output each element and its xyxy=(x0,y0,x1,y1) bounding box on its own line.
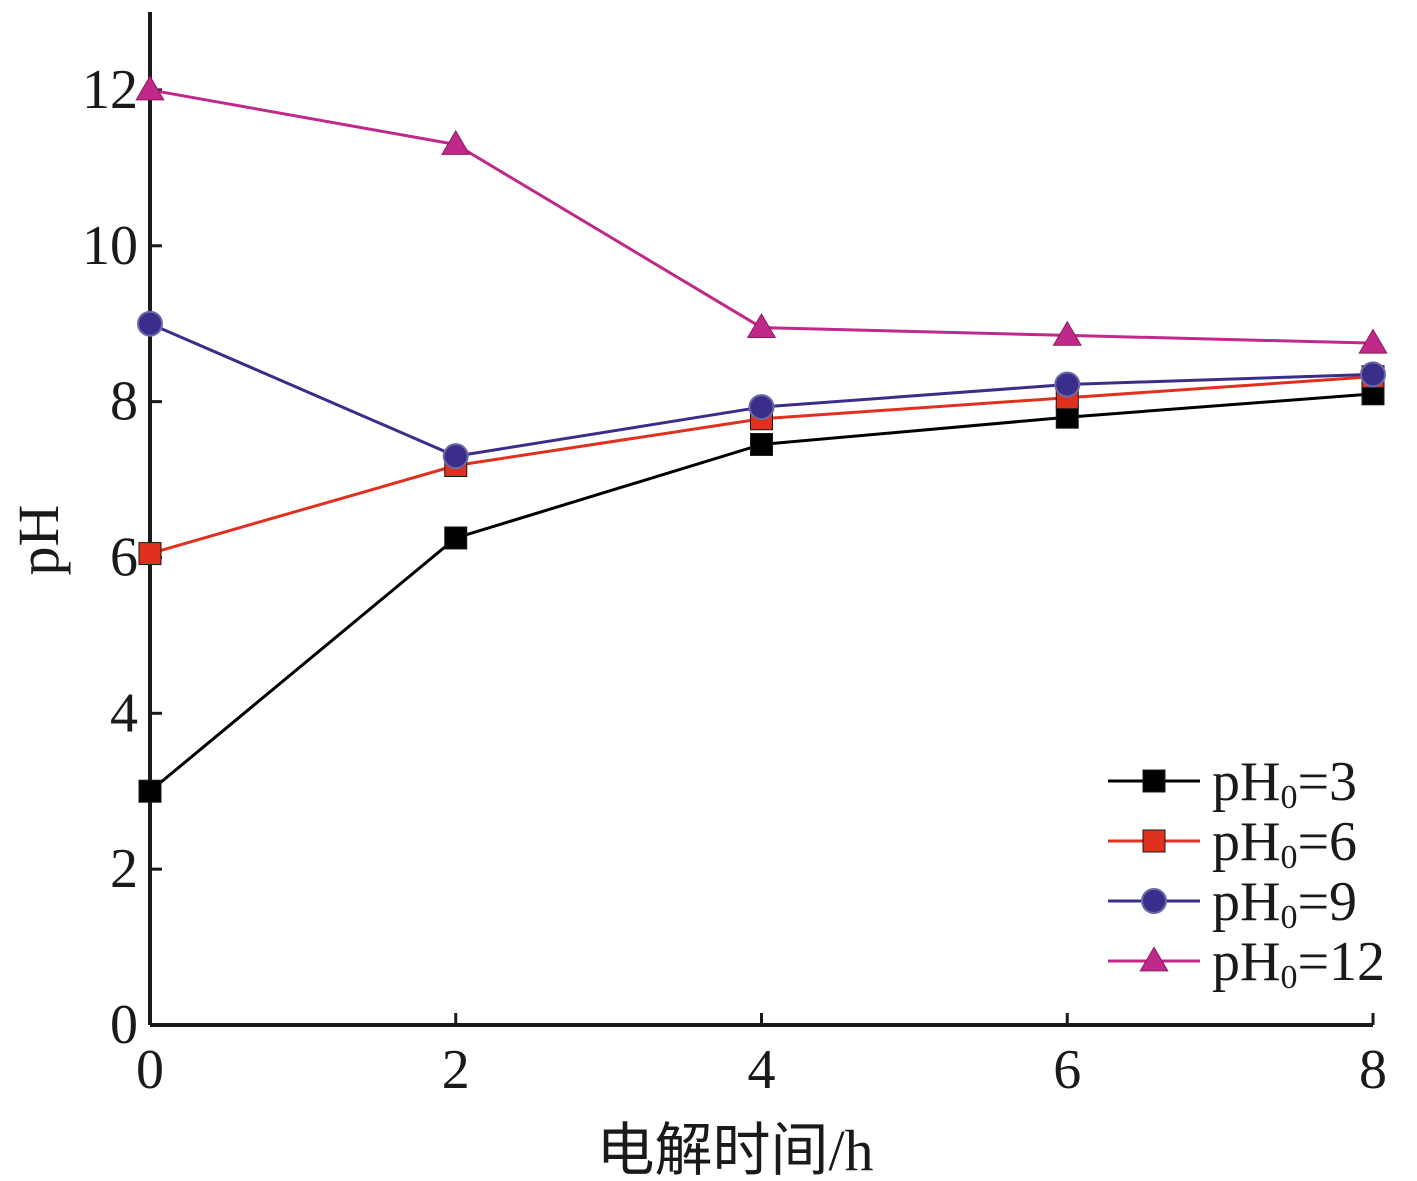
legend-label: pH0=3 xyxy=(1212,751,1357,816)
data-point xyxy=(1142,769,1166,793)
y-tick-label: 10 xyxy=(82,215,138,277)
data-point xyxy=(1358,328,1388,354)
data-point xyxy=(750,432,773,456)
legend-label: pH0=9 xyxy=(1212,871,1357,936)
data-point xyxy=(135,75,165,101)
data-point xyxy=(441,129,471,155)
y-tick-label: 2 xyxy=(110,838,138,900)
data-point xyxy=(138,542,162,566)
axes: 0 2 4 6 8 0 2 4 6 8 10 12 xyxy=(82,12,1387,1101)
data-point xyxy=(1360,361,1386,388)
data-point xyxy=(1139,946,1169,972)
y-tick-label: 4 xyxy=(110,682,138,744)
series-pH0=3 xyxy=(138,382,1385,803)
series-line xyxy=(149,88,1374,345)
data-point xyxy=(1055,405,1079,429)
data-point xyxy=(1142,829,1166,853)
legend-item: pH0=9 xyxy=(1108,871,1357,936)
x-tick-label: 2 xyxy=(442,1039,470,1101)
legend-label: pH0=6 xyxy=(1212,811,1357,876)
y-tick-label: 0 xyxy=(110,994,138,1056)
x-tick-label: 6 xyxy=(1053,1039,1081,1101)
x-axis-title: 电解时间/h xyxy=(596,1118,873,1181)
data-point xyxy=(442,443,469,470)
legend-item: pH0=12 xyxy=(1108,931,1385,996)
series-pH0=12 xyxy=(135,75,1388,354)
data-point xyxy=(746,312,777,338)
series-layer xyxy=(135,75,1388,803)
data-point xyxy=(748,394,775,421)
data-point xyxy=(444,526,468,550)
series-pH0=9 xyxy=(137,310,1386,470)
y-tick-label: 6 xyxy=(110,526,138,588)
x-tick-label: 8 xyxy=(1359,1039,1387,1101)
legend-label: pH0=12 xyxy=(1212,931,1385,996)
y-tick-label: 12 xyxy=(82,59,138,121)
data-point xyxy=(137,310,163,337)
legend-item: pH0=3 xyxy=(1108,751,1357,816)
data-point xyxy=(1141,888,1167,914)
y-axis-title: pH xyxy=(6,505,71,576)
data-point xyxy=(1052,320,1082,346)
x-tick-label: 4 xyxy=(748,1039,776,1101)
legend-item: pH0=6 xyxy=(1108,811,1357,876)
data-point xyxy=(138,779,162,803)
data-point xyxy=(1054,371,1081,398)
x-tick-label: 0 xyxy=(136,1039,164,1101)
y-tick-label: 8 xyxy=(110,371,138,433)
